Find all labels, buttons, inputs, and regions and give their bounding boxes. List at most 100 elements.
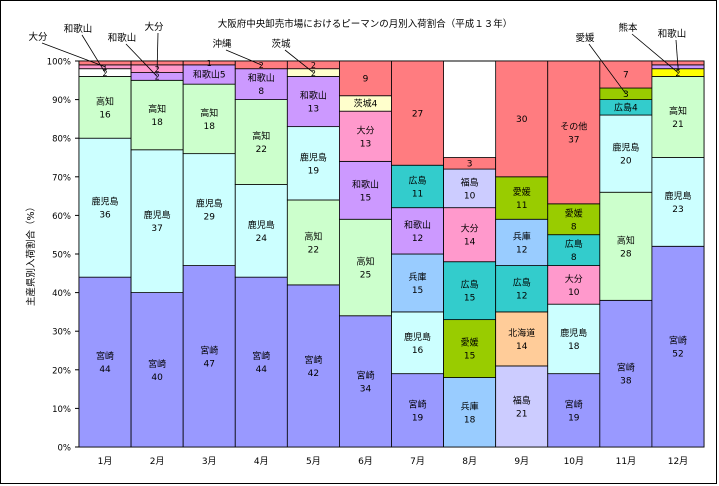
- segment-label: 和歌山5: [193, 69, 226, 81]
- segment-label: 2: [311, 69, 316, 78]
- bar-segment: [651, 157, 705, 247]
- segment-value-label: 14: [464, 238, 476, 248]
- segment-value-label: 11: [412, 189, 423, 199]
- segment-value-label: 19: [412, 413, 424, 423]
- chart-title: 大阪府中央卸売市場におけるピーマンの月別入荷割合（平成１３年）: [218, 18, 513, 30]
- segment-label: 広島4: [614, 102, 638, 114]
- segment-name-label: 北海道: [508, 327, 535, 339]
- callout-leader-line: [125, 43, 158, 77]
- segment-name-label: 高知: [617, 234, 635, 246]
- bar-segment: [339, 160, 392, 220]
- bar-segment: [78, 60, 132, 66]
- segment-name-label: 和歌山: [352, 178, 379, 190]
- segment-name-label: 愛媛: [461, 337, 479, 349]
- segment-label: 2: [155, 65, 160, 74]
- x-tick-label: 6月: [358, 456, 373, 467]
- segment-value-label: 12: [516, 245, 527, 255]
- segment-value-label: 52: [672, 350, 683, 360]
- segment-name-label: 宮崎: [565, 398, 583, 410]
- segment-name-label: 宮崎: [200, 344, 218, 356]
- segment-value-label: 34: [360, 384, 372, 394]
- callout-leader-line: [81, 34, 106, 73]
- bar-segment: [286, 76, 340, 128]
- bar-segment: [547, 373, 601, 448]
- segment-label: 30: [516, 115, 528, 125]
- x-tick-label: 11月: [616, 456, 636, 467]
- segment-name-label: 広島: [565, 238, 583, 250]
- segment-name-label: 高知: [252, 130, 270, 142]
- callout-label: 茨城: [271, 38, 291, 50]
- segment-value-label: 18: [151, 118, 163, 128]
- segment-value-label: 16: [412, 346, 424, 356]
- bar-segment: [495, 218, 549, 266]
- segment-value-label: 20: [620, 157, 632, 167]
- segment-name-label: 高知: [148, 103, 166, 115]
- segment-value-label: 13: [360, 139, 371, 149]
- segment-name-label: 愛媛: [513, 186, 531, 198]
- bar-segment: [547, 60, 601, 205]
- segment-name-label: 宮崎: [356, 369, 374, 381]
- segment-value-label: 12: [412, 234, 423, 244]
- bar-segment: [182, 153, 236, 266]
- segment-value-label: 12: [516, 292, 527, 302]
- segment-name-label: 高知: [304, 230, 322, 242]
- segment-value-label: 22: [256, 145, 267, 155]
- segment-name-label: 鹿児島: [300, 151, 327, 163]
- segment-name-label: 広島: [513, 277, 531, 289]
- bar-segment: [443, 319, 497, 378]
- segment-name-label: 鹿児島: [612, 142, 639, 154]
- segment-value-label: 36: [99, 211, 111, 221]
- segment-value-label: 28: [620, 249, 632, 259]
- segment-value-label: 8: [571, 253, 577, 263]
- segment-label: 9: [363, 75, 369, 85]
- segment-name-label: 宮崎: [669, 335, 687, 347]
- x-tick-label: 9月: [514, 456, 529, 467]
- bar-segment: [599, 299, 653, 448]
- segment-value-label: 15: [360, 193, 371, 203]
- segment-value-label: 18: [568, 342, 580, 352]
- segment-label: 1: [102, 63, 107, 72]
- callout-leader-line: [225, 49, 262, 66]
- segment-value-label: 8: [571, 222, 577, 232]
- segment-value-label: 10: [464, 191, 476, 201]
- segment-label: 3: [623, 90, 629, 100]
- segment-name-label: 宮崎: [304, 354, 322, 366]
- bar-segment: [182, 265, 236, 448]
- callout-label: 愛媛: [575, 32, 595, 44]
- segment-label: 1: [675, 63, 680, 72]
- segment-name-label: 広島: [461, 279, 479, 291]
- segment-name-label: 福島: [461, 176, 479, 188]
- bar-segment: [339, 60, 392, 97]
- segment-name-label: 兵庫: [409, 271, 427, 283]
- segment-name-label: 兵庫: [461, 400, 479, 412]
- bar-segment: [547, 265, 601, 305]
- x-tick-label: 8月: [462, 456, 477, 467]
- y-tick-label: 70%: [52, 173, 71, 183]
- segment-value-label: 37: [151, 224, 162, 234]
- bar-segment: [182, 83, 236, 155]
- y-tick-label: 100%: [47, 58, 71, 68]
- segment-value-label: 16: [99, 110, 111, 120]
- segment-value-label: 42: [308, 369, 319, 379]
- segment-value-label: 10: [568, 288, 580, 298]
- bar-segment: [495, 265, 549, 313]
- segment-name-label: 鹿児島: [664, 190, 691, 202]
- segment-name-label: 和歌山: [404, 219, 431, 231]
- segment-value-label: 19: [308, 166, 320, 176]
- bar-segment: [443, 207, 497, 263]
- segment-value-label: 21: [516, 409, 527, 419]
- segment-label: 2: [311, 61, 316, 70]
- segment-value-label: 23: [672, 205, 683, 215]
- bar-segment: [339, 315, 392, 448]
- segment-name-label: 宮崎: [148, 358, 166, 370]
- y-tick-label: 20%: [52, 366, 71, 376]
- segment-label: 茨城4: [354, 98, 378, 110]
- segment-value-label: 44: [99, 365, 111, 375]
- segment-name-label: 愛媛: [565, 207, 583, 219]
- callout-leader-line: [675, 39, 679, 67]
- segment-label: 3: [467, 159, 473, 169]
- segment-name-label: 宮崎: [617, 362, 635, 374]
- y-tick-label: 40%: [52, 289, 71, 299]
- segment-value-label: 37: [568, 135, 579, 145]
- segment-name-label: 鹿児島: [248, 219, 275, 231]
